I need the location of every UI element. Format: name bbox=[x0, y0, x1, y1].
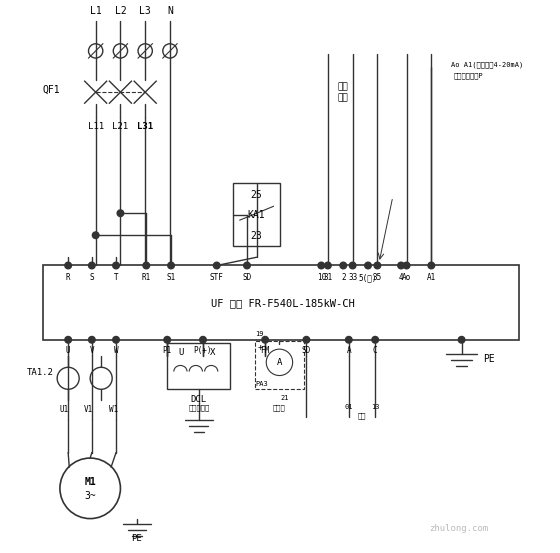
Text: +: + bbox=[258, 343, 263, 352]
Text: P1: P1 bbox=[162, 346, 172, 355]
Circle shape bbox=[88, 262, 95, 269]
Circle shape bbox=[143, 262, 150, 269]
Text: U: U bbox=[66, 346, 71, 355]
Text: U: U bbox=[179, 348, 184, 357]
Circle shape bbox=[403, 262, 410, 269]
Circle shape bbox=[113, 336, 119, 343]
Text: 频率表: 频率表 bbox=[273, 405, 286, 411]
Circle shape bbox=[398, 262, 404, 269]
Circle shape bbox=[213, 262, 220, 269]
Text: FM: FM bbox=[260, 346, 270, 355]
Text: N: N bbox=[167, 6, 173, 15]
Text: Ao: Ao bbox=[402, 273, 411, 282]
Text: PE: PE bbox=[483, 354, 495, 364]
Text: C: C bbox=[373, 346, 377, 355]
Text: 3~: 3~ bbox=[85, 491, 96, 501]
Text: 31: 31 bbox=[323, 273, 333, 282]
Circle shape bbox=[65, 262, 72, 269]
Text: 35: 35 bbox=[373, 273, 382, 282]
Text: PE: PE bbox=[132, 534, 142, 543]
Text: PA3: PA3 bbox=[255, 381, 268, 387]
Text: SD: SD bbox=[242, 273, 251, 282]
Bar bbox=[167, 342, 231, 389]
Text: A: A bbox=[277, 358, 282, 367]
Text: L3: L3 bbox=[139, 6, 151, 15]
Circle shape bbox=[244, 262, 250, 269]
Bar bbox=[233, 183, 280, 246]
Text: L21: L21 bbox=[113, 122, 128, 131]
Text: V: V bbox=[90, 346, 94, 355]
Circle shape bbox=[303, 336, 310, 343]
Circle shape bbox=[325, 262, 331, 269]
Circle shape bbox=[346, 336, 352, 343]
Text: L1: L1 bbox=[90, 6, 101, 15]
Text: 报警: 报警 bbox=[338, 93, 349, 102]
Text: 01: 01 bbox=[344, 404, 353, 410]
Circle shape bbox=[200, 336, 206, 343]
Circle shape bbox=[349, 262, 356, 269]
Text: S1: S1 bbox=[166, 273, 176, 282]
Circle shape bbox=[458, 336, 465, 343]
Circle shape bbox=[88, 336, 95, 343]
Text: L11: L11 bbox=[87, 122, 104, 131]
Circle shape bbox=[372, 336, 379, 343]
Text: P(+): P(+) bbox=[194, 346, 212, 355]
Text: R1: R1 bbox=[142, 273, 151, 282]
Text: T: T bbox=[114, 273, 118, 282]
Text: 直流电抗器: 直流电抗器 bbox=[188, 404, 209, 411]
Text: U1: U1 bbox=[60, 405, 69, 414]
Circle shape bbox=[65, 336, 72, 343]
Text: W: W bbox=[114, 346, 118, 355]
Text: zhulong.com: zhulong.com bbox=[430, 524, 488, 533]
Text: A: A bbox=[347, 346, 351, 355]
Text: 19: 19 bbox=[255, 331, 264, 337]
Text: TA1.2: TA1.2 bbox=[27, 368, 54, 377]
Bar bbox=[44, 265, 519, 340]
Text: 光隔离变频器P: 光隔离变频器P bbox=[454, 72, 483, 79]
Text: 电量: 电量 bbox=[338, 82, 349, 91]
Circle shape bbox=[92, 232, 99, 238]
Circle shape bbox=[318, 262, 325, 269]
Text: 23: 23 bbox=[251, 231, 263, 241]
Text: 21: 21 bbox=[281, 394, 289, 400]
Text: 4: 4 bbox=[399, 273, 403, 282]
Text: QF1: QF1 bbox=[43, 85, 60, 95]
Text: 33: 33 bbox=[348, 273, 357, 282]
Text: M1: M1 bbox=[85, 477, 96, 487]
Text: X: X bbox=[210, 348, 216, 357]
Bar bbox=[255, 341, 304, 389]
Text: SD: SD bbox=[302, 346, 311, 355]
Text: S: S bbox=[90, 273, 94, 282]
Text: STF: STF bbox=[210, 273, 223, 282]
Text: 5(线): 5(线) bbox=[359, 273, 377, 282]
Circle shape bbox=[168, 262, 174, 269]
Text: 模拟: 模拟 bbox=[357, 413, 366, 419]
Circle shape bbox=[365, 262, 371, 269]
Text: V1: V1 bbox=[84, 405, 93, 414]
Text: R: R bbox=[66, 273, 71, 282]
Text: 2: 2 bbox=[341, 273, 346, 282]
Circle shape bbox=[164, 336, 170, 343]
Text: KA1: KA1 bbox=[248, 210, 265, 220]
Text: 25: 25 bbox=[251, 190, 263, 200]
Text: UF 变频 FR-F540L-185kW-CH: UF 变频 FR-F540L-185kW-CH bbox=[211, 298, 354, 308]
Circle shape bbox=[340, 262, 347, 269]
Text: DCL: DCL bbox=[191, 395, 207, 404]
Text: W1: W1 bbox=[109, 405, 119, 414]
Text: A1: A1 bbox=[427, 273, 436, 282]
Circle shape bbox=[262, 336, 268, 343]
Circle shape bbox=[113, 262, 119, 269]
Text: Ao A1(电流输入4-20mA): Ao A1(电流输入4-20mA) bbox=[451, 61, 523, 68]
Circle shape bbox=[428, 262, 435, 269]
Text: 10: 10 bbox=[316, 273, 326, 282]
Circle shape bbox=[374, 262, 381, 269]
Text: 13: 13 bbox=[371, 404, 380, 410]
Text: L31: L31 bbox=[137, 122, 153, 131]
Text: L2: L2 bbox=[115, 6, 127, 15]
Circle shape bbox=[117, 210, 124, 217]
